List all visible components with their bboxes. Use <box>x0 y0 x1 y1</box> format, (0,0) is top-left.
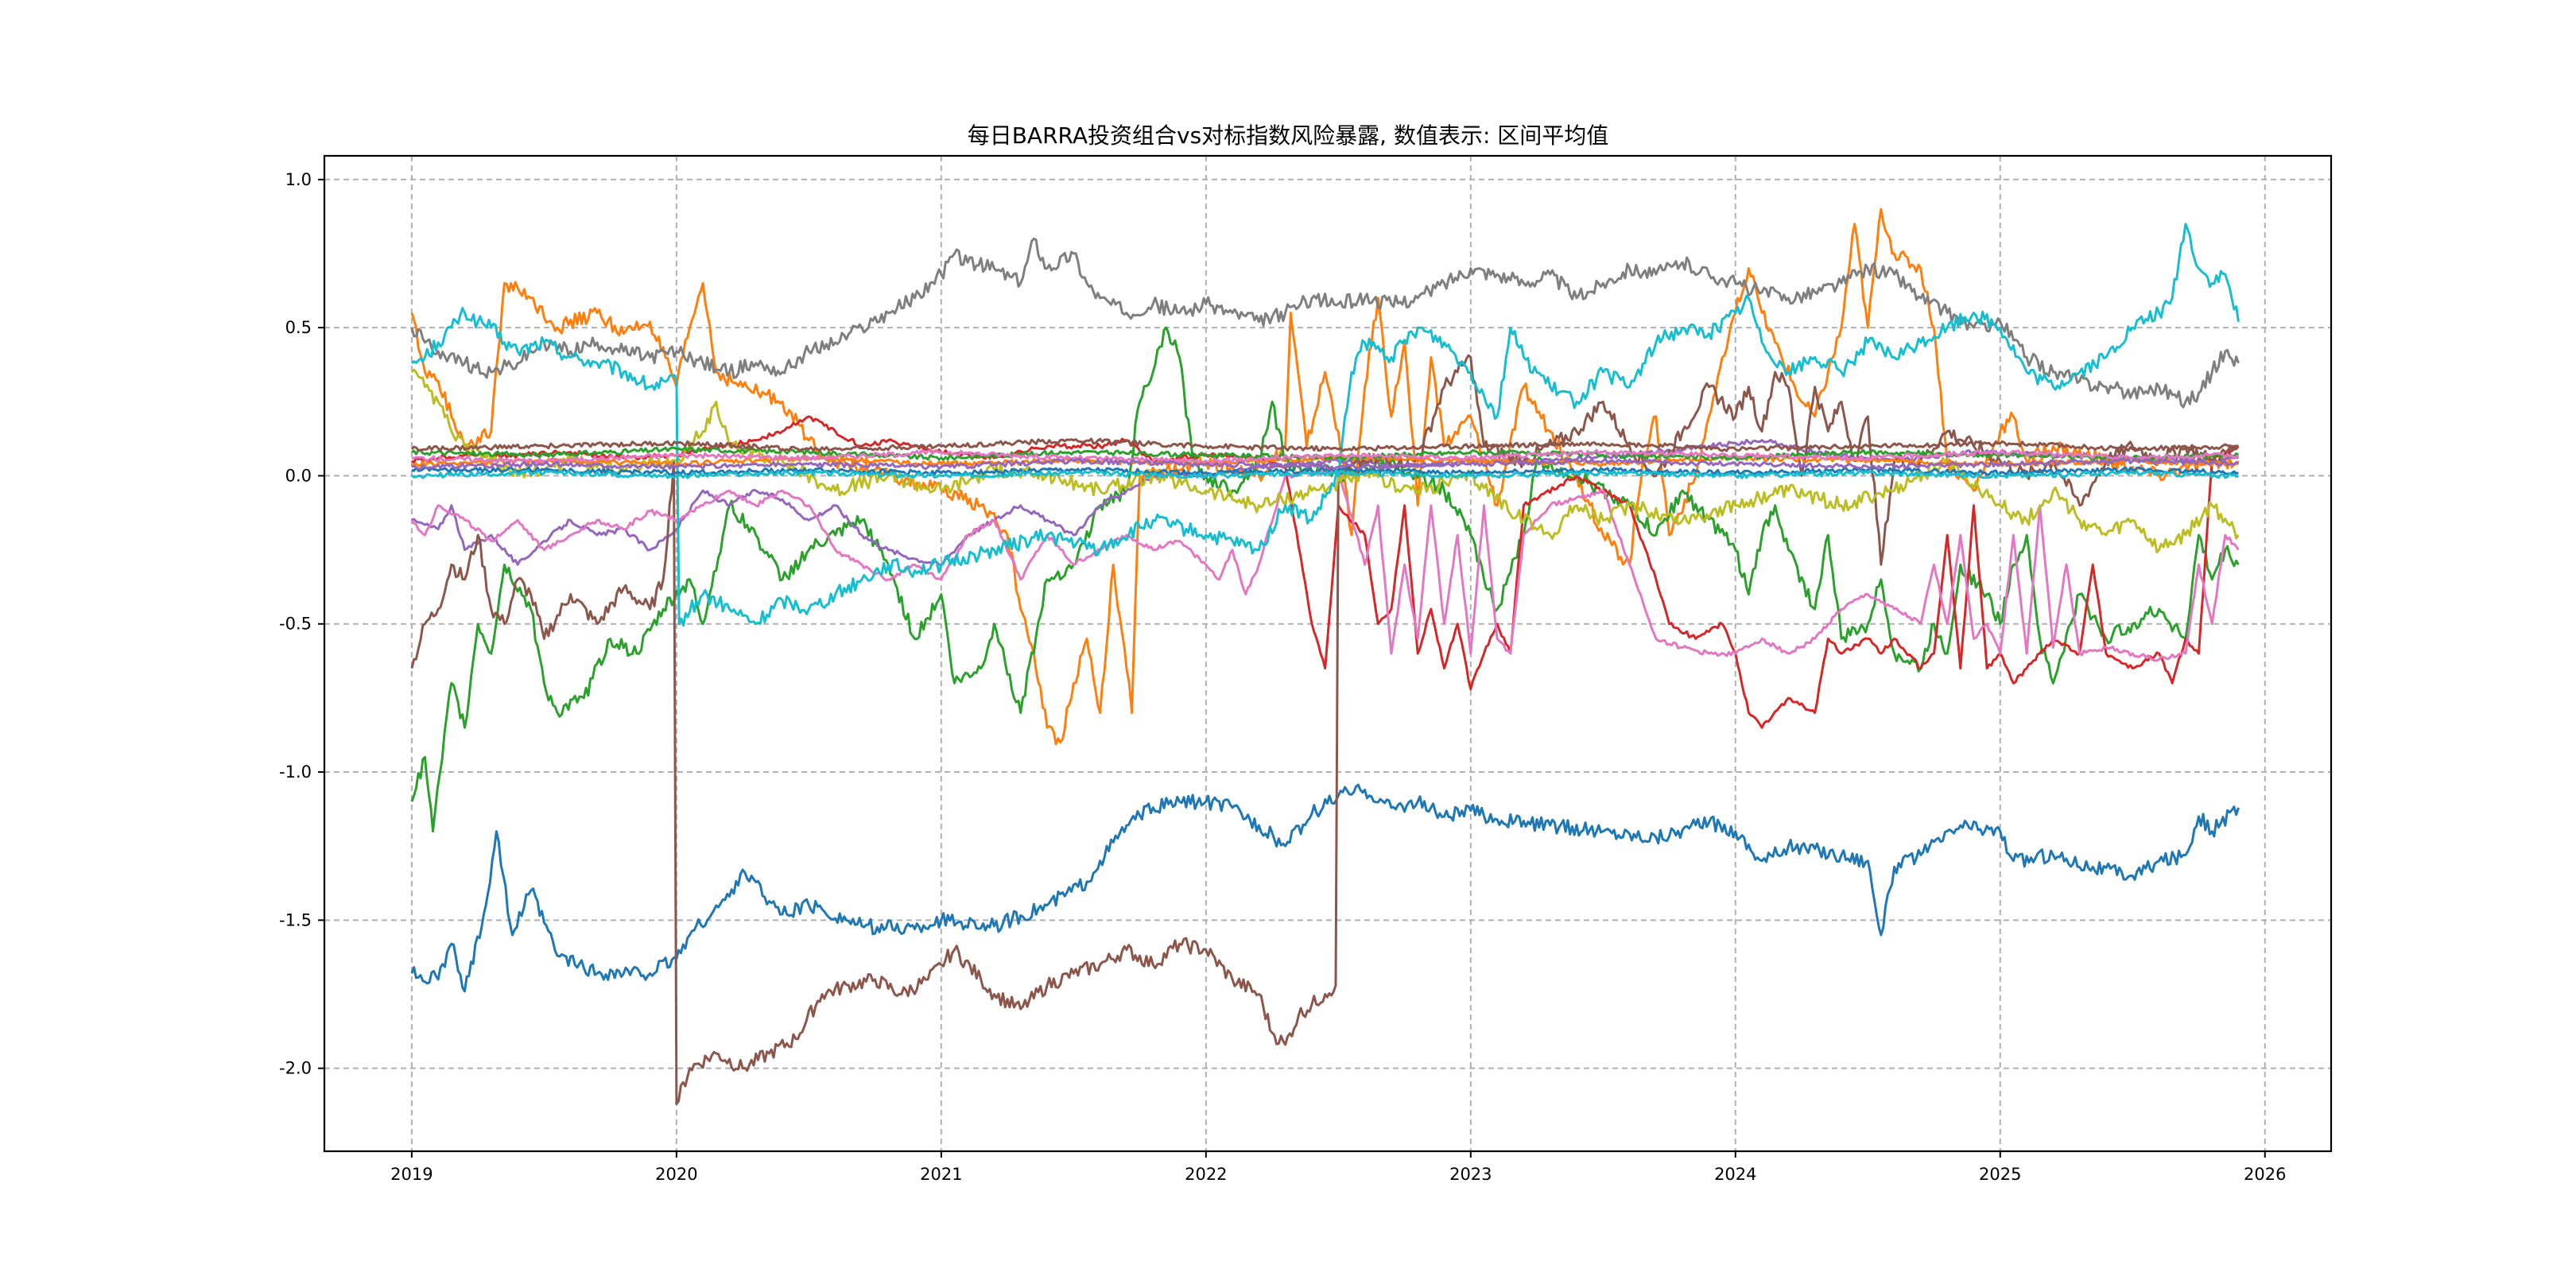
series-line-6 <box>410 354 2240 1105</box>
series-line-8 <box>410 237 2240 409</box>
series-line-9 <box>410 368 2240 553</box>
y-axis: 1.0 0.5 0.0 -0.5 -1.0 -1.5 -2.0 <box>279 170 324 1078</box>
x-tick-label: 2023 <box>1449 1165 1492 1184</box>
y-tick-label: -1.5 <box>279 910 312 929</box>
x-axis: 2019 2020 2021 2022 2023 2024 2025 2026 <box>390 1151 2286 1184</box>
series-line-15 <box>411 469 2240 479</box>
y-tick-label: -2.0 <box>279 1059 312 1078</box>
y-tick-label: 1.0 <box>285 170 312 189</box>
series-line-7 <box>410 467 2240 662</box>
series-line-1 <box>410 783 2240 993</box>
y-tick-label: 0.0 <box>285 466 312 485</box>
x-tick-label: 2025 <box>1979 1165 2021 1184</box>
series-line-3 <box>410 326 2240 833</box>
series-line-17 <box>411 457 2240 471</box>
chart-title: 每日BARRA投资组合vs对标指数风险暴露, 数值表示: 区间平均值 <box>968 122 1609 149</box>
series-line-16 <box>410 437 2239 452</box>
plot-area-frame <box>323 154 2333 1153</box>
x-tick-label: 2021 <box>920 1165 962 1184</box>
y-tick-label: 0.5 <box>285 318 312 337</box>
y-tick-label: -0.5 <box>279 615 312 634</box>
x-tick-label: 2026 <box>2244 1165 2286 1184</box>
series-lines <box>410 208 2240 1105</box>
series-line-10 <box>410 223 2240 627</box>
y-tick-label: -1.0 <box>279 762 312 782</box>
series-line-14 <box>411 448 2240 464</box>
x-tick-label: 2024 <box>1714 1165 1756 1184</box>
x-tick-label: 2020 <box>655 1165 697 1184</box>
x-tick-label: 2022 <box>1185 1165 1227 1184</box>
x-tick-label: 2019 <box>390 1165 433 1184</box>
